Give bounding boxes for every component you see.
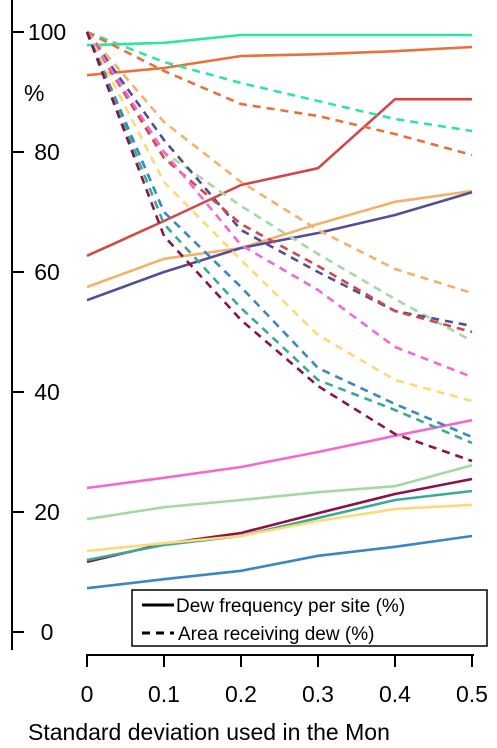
series-line-solid-5	[86, 418, 473, 490]
series-line-dashed-18	[85, 31, 473, 403]
y-tick-label: 20	[34, 499, 60, 525]
y-tick-label: 40	[34, 379, 60, 405]
series-line-solid-9	[86, 503, 473, 553]
x-tick-label: 0.3	[302, 681, 334, 707]
series-line-dashed-17	[85, 31, 473, 379]
series-line-dashed-21	[85, 31, 473, 463]
axes-layer	[11, 0, 474, 656]
series-line-solid-8	[86, 489, 473, 562]
y-tick-label: 80	[34, 139, 60, 165]
legend-box	[131, 589, 488, 647]
x-tick-label: 0	[81, 681, 94, 707]
x-tick-label: 0.5	[456, 681, 488, 707]
series-line-dashed-12	[86, 30, 473, 157]
series-line-solid-0	[86, 33, 472, 47]
y-tick-label: 60	[34, 259, 60, 285]
series-line-dashed-14	[85, 31, 473, 343]
series-line-dashed-20	[85, 31, 473, 445]
series-line-dashed-11	[86, 30, 473, 133]
series-line-solid-3	[86, 189, 473, 289]
series-line-solid-6	[86, 463, 473, 521]
series-line-solid-1	[86, 45, 473, 77]
series-line-solid-4	[86, 190, 473, 302]
x-tick-label: 0.2	[225, 681, 257, 707]
series-line-dashed-16	[85, 31, 473, 334]
series-line-solid-2	[86, 97, 472, 257]
series-layer	[85, 30, 473, 590]
series-line-dashed-13	[86, 31, 473, 295]
ticks-layer: 0 20 40 60 80 100 0 0.1 0.2 0.3 0.4 0.5	[12, 19, 488, 707]
x-axis-label: Standard deviation used in the Mon	[28, 719, 390, 745]
legend-entry-area: Area receiving dew (%)	[178, 624, 374, 645]
y-tick-label: 0	[41, 619, 54, 645]
x-tick-label: 0.1	[148, 681, 180, 707]
x-tick-label: 0.4	[379, 681, 411, 707]
legend: Dew frequency per site (%) Area receivin…	[131, 589, 488, 647]
legend-entry-frequency: Dew frequency per site (%)	[176, 596, 405, 617]
series-line-solid-10	[86, 534, 473, 590]
y-tick-label: 100	[28, 19, 66, 45]
y-axis-label: %	[24, 80, 44, 106]
